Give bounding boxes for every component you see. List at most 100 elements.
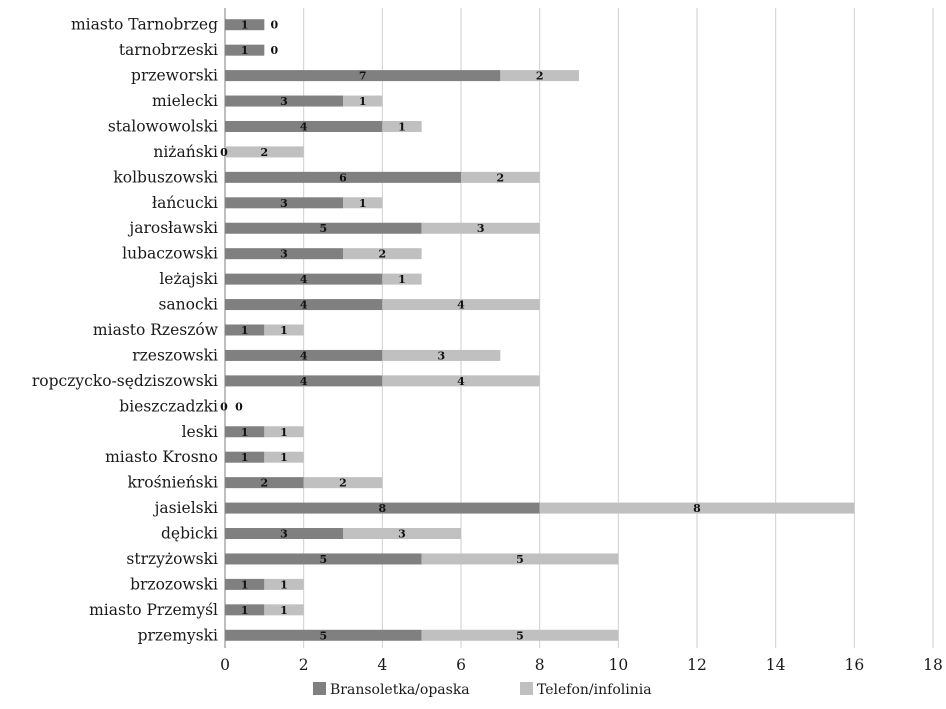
data-label: 4 xyxy=(300,299,308,312)
bar-bransoletka xyxy=(225,324,265,336)
legend-swatch-telefon xyxy=(520,682,533,695)
bar-telefon xyxy=(461,171,540,183)
legend-label: Bransoletka/opaska xyxy=(330,682,470,698)
bar-bransoletka xyxy=(225,70,501,82)
category-label: miasto Krosno xyxy=(105,448,218,466)
bar-bransoletka xyxy=(225,528,343,540)
category-label: leski xyxy=(182,423,218,441)
data-label: 4 xyxy=(300,375,308,388)
data-label: 1 xyxy=(280,426,288,439)
data-label: 0 xyxy=(220,146,228,159)
data-label: 4 xyxy=(457,375,465,388)
category-label: jasielski xyxy=(153,499,218,517)
data-label: 4 xyxy=(457,299,465,312)
bar-bransoletka xyxy=(225,222,422,234)
bar-bransoletka xyxy=(225,451,265,463)
category-label: krośnieński xyxy=(128,474,219,492)
bar-telefon xyxy=(539,502,855,514)
data-label: 1 xyxy=(241,451,249,464)
data-label: 0 xyxy=(271,44,279,57)
x-tick-label: 12 xyxy=(687,656,707,674)
bar-telefon xyxy=(264,451,304,463)
category-label: przeworski xyxy=(131,67,218,85)
data-label: 0 xyxy=(271,19,279,32)
category-label: sanocki xyxy=(158,296,218,314)
data-label: 2 xyxy=(261,477,269,490)
bar-telefon xyxy=(343,95,383,107)
data-label: 1 xyxy=(398,273,406,286)
bar-telefon xyxy=(382,120,422,132)
x-tick-label: 4 xyxy=(377,656,387,674)
bar-telefon xyxy=(264,604,304,616)
legend-swatch-bransoletka xyxy=(313,682,326,695)
legend-label: Telefon/infolinia xyxy=(537,682,652,698)
bar-telefon xyxy=(225,146,304,158)
category-label: bieszczadzki xyxy=(119,397,218,415)
category-label: dębicki xyxy=(161,525,218,543)
bar-bransoletka xyxy=(225,19,265,31)
category-label: tarnobrzeski xyxy=(119,41,218,59)
bar-telefon xyxy=(264,324,304,336)
bar-telefon xyxy=(343,248,422,260)
bar-bransoletka xyxy=(225,171,461,183)
bar-telefon xyxy=(343,197,383,209)
data-label: 3 xyxy=(477,222,485,235)
data-label: 4 xyxy=(300,349,308,362)
category-label: miasto Tarnobrzeg xyxy=(71,16,218,34)
category-label: przemyski xyxy=(138,626,218,644)
data-label: 8 xyxy=(693,502,701,515)
data-label: 3 xyxy=(398,528,406,541)
x-tick-label: 8 xyxy=(535,656,545,674)
bar-telefon xyxy=(303,477,383,489)
x-tick-label: 16 xyxy=(844,656,864,674)
data-label: 3 xyxy=(280,248,288,261)
data-label: 1 xyxy=(241,426,249,439)
data-label: 1 xyxy=(241,578,249,591)
bar-bransoletka xyxy=(225,578,265,590)
bar-bransoletka xyxy=(225,553,422,565)
bar-telefon xyxy=(343,528,461,540)
category-label: ropczycko-sędziszowski xyxy=(32,372,218,390)
category-label: kolbuszowski xyxy=(113,168,218,186)
x-tick-label: 18 xyxy=(923,656,943,674)
data-label: 4 xyxy=(300,120,308,133)
bar-bransoletka xyxy=(225,349,383,361)
data-label: 1 xyxy=(241,604,249,617)
bar-bransoletka xyxy=(225,248,343,260)
bar-telefon xyxy=(500,70,579,82)
data-label: 1 xyxy=(359,197,367,210)
x-tick-label: 14 xyxy=(766,656,786,674)
data-label: 2 xyxy=(261,146,269,159)
data-label: 4 xyxy=(300,273,308,286)
bar-telefon xyxy=(421,629,619,641)
data-label: 3 xyxy=(280,95,288,108)
x-tick-label: 0 xyxy=(220,656,230,674)
data-label: 1 xyxy=(280,451,288,464)
data-label: 1 xyxy=(241,324,249,337)
bar-bransoletka xyxy=(225,604,265,616)
bar-telefon xyxy=(382,273,422,285)
bar-telefon xyxy=(382,349,501,361)
bar-telefon xyxy=(264,578,304,590)
data-label: 1 xyxy=(280,604,288,617)
category-label: stalowowolski xyxy=(108,117,218,135)
data-label: 1 xyxy=(280,578,288,591)
data-label: 3 xyxy=(438,349,446,362)
category-label: mielecki xyxy=(152,92,218,110)
data-label: 5 xyxy=(320,553,328,566)
bar-bransoletka xyxy=(225,299,383,311)
category-label: strzyżowski xyxy=(126,550,218,568)
data-label: 1 xyxy=(241,19,249,32)
bar-bransoletka xyxy=(225,273,383,285)
data-label: 6 xyxy=(339,171,347,184)
data-label: 0 xyxy=(235,400,243,413)
bar-telefon xyxy=(421,222,540,234)
category-label: brzozowski xyxy=(130,575,218,593)
bar-bransoletka xyxy=(225,426,265,438)
data-label: 5 xyxy=(320,629,328,642)
data-label: 1 xyxy=(398,120,406,133)
data-label: 3 xyxy=(280,528,288,541)
bar-bransoletka xyxy=(225,120,383,132)
